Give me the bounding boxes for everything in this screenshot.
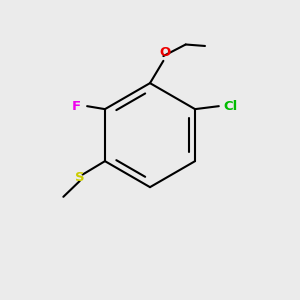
Text: F: F [72, 100, 81, 113]
Text: S: S [75, 171, 85, 184]
Text: O: O [159, 46, 170, 59]
Text: Cl: Cl [223, 100, 238, 113]
